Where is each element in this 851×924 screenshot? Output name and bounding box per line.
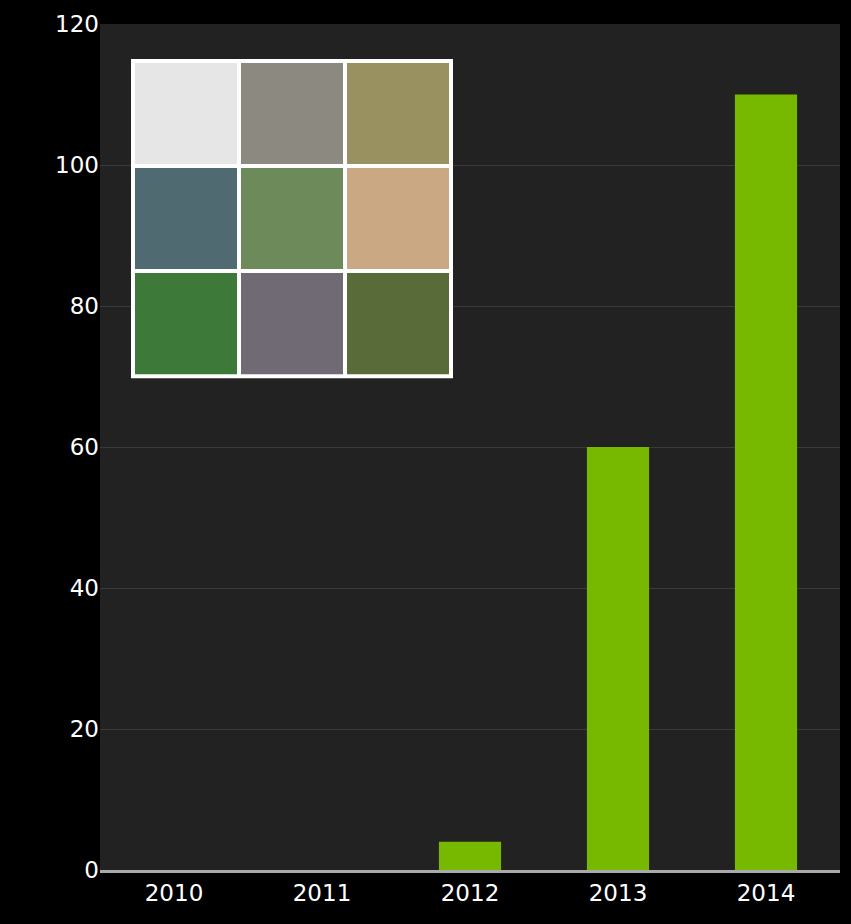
svg-text:80: 80 [70,293,99,319]
svg-text:20: 20 [70,716,99,742]
svg-text:2010: 2010 [145,880,204,906]
svg-text:2011: 2011 [293,880,352,906]
svg-text:2012: 2012 [441,880,500,906]
svg-text:2014: 2014 [737,880,796,906]
svg-text:0: 0 [84,857,99,883]
svg-text:60: 60 [70,434,99,460]
svg-text:40: 40 [70,575,99,601]
svg-text:100: 100 [55,152,99,178]
svg-text:120: 120 [55,11,99,37]
svg-text:2013: 2013 [589,880,648,906]
